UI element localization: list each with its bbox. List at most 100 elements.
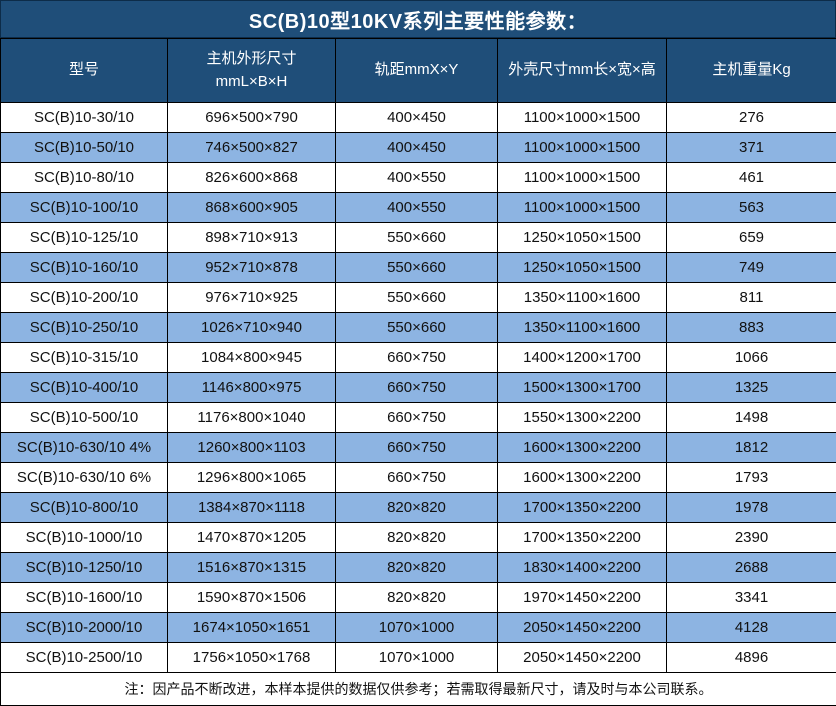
table-cell: 811: [667, 283, 836, 313]
table-cell: 1590×870×1506: [168, 583, 336, 613]
table-cell: 1296×800×1065: [168, 463, 336, 493]
table-cell: 1550×1300×2200: [498, 403, 667, 433]
table-cell: 1350×1100×1600: [498, 283, 667, 313]
table-cell: 1146×800×975: [168, 373, 336, 403]
table-cell: SC(B)10-400/10: [1, 373, 168, 403]
table-cell: 1978: [667, 493, 836, 523]
table-cell: 1812: [667, 433, 836, 463]
col-header-weight: 主机重量Kg: [667, 39, 836, 103]
table-cell: 1600×1300×2200: [498, 463, 667, 493]
col-header-rail-gauge: 轨距mmX×Y: [336, 39, 498, 103]
table-cell: 1084×800×945: [168, 343, 336, 373]
table-cell: 400×550: [336, 163, 498, 193]
table-cell: 952×710×878: [168, 253, 336, 283]
table-cell: 1830×1400×2200: [498, 553, 667, 583]
table-cell: 976×710×925: [168, 283, 336, 313]
table-cell: 550×660: [336, 223, 498, 253]
col-header-model-label: 型号: [3, 59, 165, 82]
table-cell: 749: [667, 253, 836, 283]
table-cell: SC(B)10-315/10: [1, 343, 168, 373]
table-cell: 696×500×790: [168, 103, 336, 133]
table-cell: 550×660: [336, 313, 498, 343]
table-cell: 1498: [667, 403, 836, 433]
note-row: 注：因产品不断改进，本样本提供的数据仅供参考；若需取得最新尺寸，请及时与本公司联…: [1, 673, 836, 706]
col-header-shell-dimensions: 外壳尺寸mm长×宽×高: [498, 39, 667, 103]
table-cell: SC(B)10-630/10 4%: [1, 433, 168, 463]
table-cell: 659: [667, 223, 836, 253]
table-cell: 1100×1000×1500: [498, 103, 667, 133]
table-cell: 276: [667, 103, 836, 133]
table-cell: 1674×1050×1651: [168, 613, 336, 643]
table-cell: 2688: [667, 553, 836, 583]
table-cell: 1793: [667, 463, 836, 493]
table-cell: SC(B)10-100/10: [1, 193, 168, 223]
col-header-unit-dimensions-sublabel: mmL×B×H: [170, 71, 333, 94]
table-cell: 4128: [667, 613, 836, 643]
table-cell: 371: [667, 133, 836, 163]
table-cell: 1070×1000: [336, 643, 498, 673]
header-row: 型号 主机外形尺寸 mmL×B×H 轨距mmX×Y 外壳尺寸mm长×宽×高 主机…: [1, 39, 836, 103]
footnote: 注：因产品不断改进，本样本提供的数据仅供参考；若需取得最新尺寸，请及时与本公司联…: [1, 673, 836, 706]
table-cell: 660×750: [336, 373, 498, 403]
table-cell: 883: [667, 313, 836, 343]
table-cell: 1260×800×1103: [168, 433, 336, 463]
table-cell: SC(B)10-125/10: [1, 223, 168, 253]
table-cell: 826×600×868: [168, 163, 336, 193]
table-cell: 1176×800×1040: [168, 403, 336, 433]
table-cell: 746×500×827: [168, 133, 336, 163]
table-cell: 868×600×905: [168, 193, 336, 223]
table-cell: 1700×1350×2200: [498, 493, 667, 523]
table-cell: 461: [667, 163, 836, 193]
table-cell: 1516×870×1315: [168, 553, 336, 583]
table-cell: 2050×1450×2200: [498, 643, 667, 673]
table-cell: SC(B)10-2000/10: [1, 613, 168, 643]
table-cell: 660×750: [336, 433, 498, 463]
table-cell: 400×450: [336, 133, 498, 163]
table-cell: 1325: [667, 373, 836, 403]
col-header-unit-dimensions-label: 主机外形尺寸: [170, 48, 333, 71]
table-cell: SC(B)10-1250/10: [1, 553, 168, 583]
table-cell: 1384×870×1118: [168, 493, 336, 523]
table-cell: 1250×1050×1500: [498, 223, 667, 253]
table-cell: 1700×1350×2200: [498, 523, 667, 553]
table-cell: SC(B)10-800/10: [1, 493, 168, 523]
col-header-shell-dimensions-label: 外壳尺寸mm长×宽×高: [500, 59, 664, 82]
table-cell: 1400×1200×1700: [498, 343, 667, 373]
table-cell: SC(B)10-50/10: [1, 133, 168, 163]
table-cell: 1970×1450×2200: [498, 583, 667, 613]
table-cell: 1250×1050×1500: [498, 253, 667, 283]
table-cell: SC(B)10-160/10: [1, 253, 168, 283]
table-cell: 1100×1000×1500: [498, 193, 667, 223]
table-cell: SC(B)10-1000/10: [1, 523, 168, 553]
table-cell: 1756×1050×1768: [168, 643, 336, 673]
col-header-rail-gauge-label: 轨距mmX×Y: [338, 59, 495, 82]
table-cell: 1500×1300×1700: [498, 373, 667, 403]
page-title: SC(B)10型10KV系列主要性能参数：: [0, 0, 836, 38]
table-cell: 660×750: [336, 343, 498, 373]
table-cell: 3341: [667, 583, 836, 613]
table-cell: SC(B)10-630/10 6%: [1, 463, 168, 493]
table-cell: SC(B)10-1600/10: [1, 583, 168, 613]
table-cell: SC(B)10-500/10: [1, 403, 168, 433]
table-cell: 820×820: [336, 553, 498, 583]
table-cell: SC(B)10-2500/10: [1, 643, 168, 673]
